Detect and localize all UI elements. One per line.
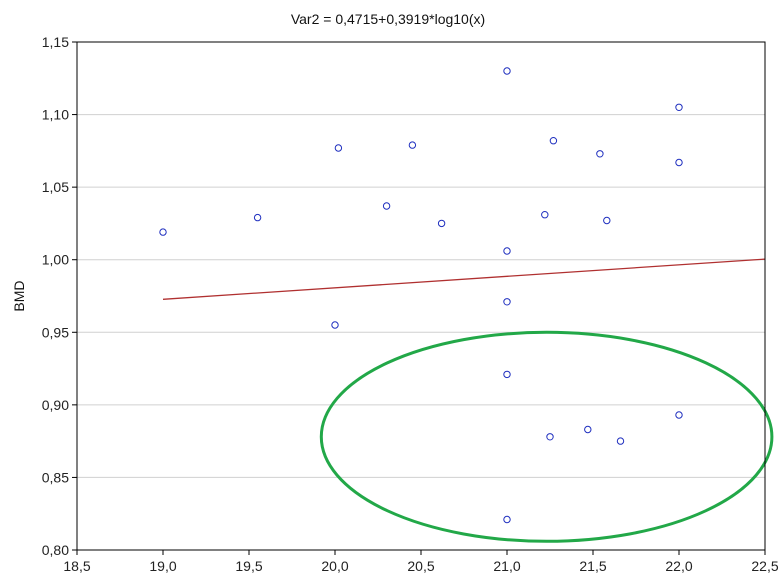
highlight-ellipse [319, 330, 774, 543]
scatter-point [503, 298, 511, 306]
y-tick-label: 1,15 [42, 34, 69, 50]
scatter-point [437, 219, 446, 228]
chart-title: Var2 = 0,4715+0,3919*log10(x) [291, 11, 485, 27]
y-tick-label: 1,10 [42, 107, 69, 123]
y-axis-title: BMD [11, 280, 27, 311]
scatter-point [503, 515, 511, 524]
scatter-point [334, 144, 343, 152]
annotation-layer [319, 330, 774, 543]
x-tick-label: 19,5 [235, 558, 262, 574]
scatter-point [596, 150, 604, 158]
scatter-point [546, 433, 554, 441]
x-tick-label: 21,5 [579, 558, 606, 574]
y-tick-label: 0,95 [42, 324, 69, 340]
scatter-point [616, 437, 625, 445]
y-tick-label: 0,80 [42, 542, 69, 558]
points-layer [159, 67, 683, 524]
y-tick-label: 0,90 [42, 397, 69, 413]
scatter-point [159, 228, 167, 236]
scatter-point [584, 425, 592, 434]
scatter-point [503, 67, 511, 75]
x-tick-label: 21,0 [493, 558, 520, 574]
fit-layer [162, 258, 766, 300]
x-tick-label: 19,0 [149, 558, 176, 574]
scatter-point [675, 103, 683, 112]
plot-frame [76, 41, 766, 551]
scatter-point [541, 211, 549, 219]
x-tick-label: 22,5 [751, 558, 778, 574]
x-tick-label: 18,5 [63, 558, 90, 574]
scatter-point [675, 158, 683, 167]
scatter-point [253, 213, 262, 222]
y-tick-label: 1,00 [42, 252, 69, 268]
y-tick-label: 1,05 [42, 179, 69, 195]
x-tick-label: 20,5 [407, 558, 434, 574]
scatter-point [331, 321, 339, 329]
regression-line [162, 258, 766, 300]
scatter-point [408, 141, 417, 149]
scatter-point [503, 247, 511, 255]
x-tick-label: 22,0 [665, 558, 692, 574]
scatter-point [675, 411, 683, 419]
scatter-point [549, 137, 558, 145]
y-tick-label: 0,85 [42, 469, 69, 485]
grid-layer [77, 114, 765, 478]
x-tick-label: 20,0 [321, 558, 348, 574]
scatter-point [382, 202, 391, 210]
ticks-layer: 0,80 0,85 0,90 0,95 1,00 1,05 1,10 1,15 18,5 19,0… [42, 34, 779, 574]
scatter-point [503, 370, 511, 379]
scatter-point [603, 216, 611, 225]
